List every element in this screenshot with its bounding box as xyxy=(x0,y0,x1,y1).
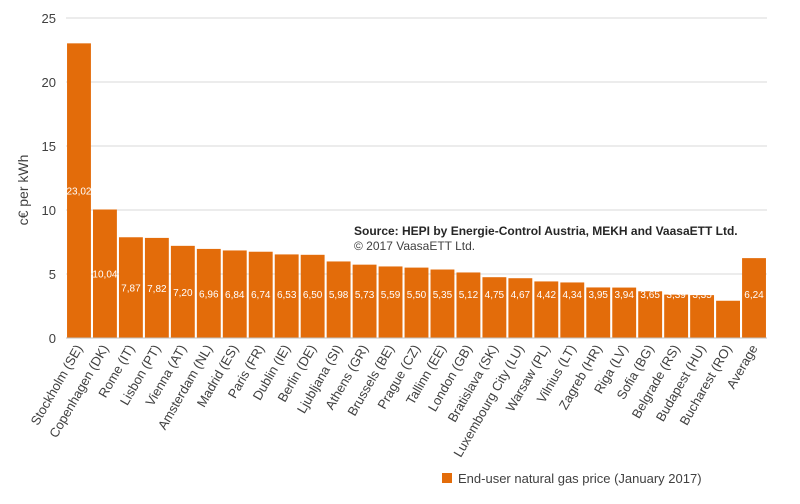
bar xyxy=(93,209,117,338)
bar xyxy=(612,287,637,338)
bar xyxy=(716,300,740,338)
bar-value-label: 5,98 xyxy=(329,290,349,301)
bar xyxy=(664,294,689,338)
bar xyxy=(378,266,403,338)
bar xyxy=(352,264,377,338)
bar xyxy=(482,277,507,338)
bar xyxy=(690,295,715,338)
bar-value-label: 4,34 xyxy=(563,290,583,301)
bar-value-label: 3,95 xyxy=(589,290,609,301)
copyright-annotation: © 2017 VaasaETT Ltd. xyxy=(354,239,475,253)
bar-value-label: 23,02 xyxy=(66,187,91,198)
bar xyxy=(560,282,585,338)
bar xyxy=(326,261,351,338)
bar xyxy=(638,291,663,338)
legend: End-user natural gas price (January 2017… xyxy=(442,471,702,486)
bar-value-label: 3,65 xyxy=(640,290,660,301)
bar-value-label: 3,39 xyxy=(666,290,686,301)
bar-value-labels: 23,02 10,04 7,87 7,82 7,20 6,96 6,84 6,74 6,53 6,… xyxy=(66,187,764,301)
bar-value-label: 5,59 xyxy=(381,290,401,301)
bar-value-label: 7,20 xyxy=(173,288,193,299)
bar-value-label: 7,82 xyxy=(147,284,167,295)
bar xyxy=(586,287,611,338)
bar xyxy=(67,43,91,339)
y-tick-label: 15 xyxy=(42,139,56,154)
bar-value-label: 5,12 xyxy=(459,290,479,301)
bar-value-label: 3,35 xyxy=(692,290,712,301)
y-tick-label: 20 xyxy=(42,75,56,90)
bar-value-label: 6,24 xyxy=(744,290,764,301)
bar-value-label: 4,42 xyxy=(537,290,557,301)
bar xyxy=(456,272,481,338)
bar-value-label: 6,53 xyxy=(277,290,297,301)
legend-swatch xyxy=(442,473,452,483)
bar xyxy=(144,237,169,338)
bar-value-label: 3,94 xyxy=(614,290,634,301)
source-annotation: Source: HEPI by Energie-Control Austria,… xyxy=(354,224,738,238)
bar-value-label: 5,50 xyxy=(407,290,427,301)
bar-value-label: 5,35 xyxy=(433,290,453,301)
bar xyxy=(170,245,195,338)
bar-value-label: 2,91 xyxy=(718,290,738,301)
x-axis-category-labels: Stockholm (SE)Copenhagen (DK)Rome (IT)Li… xyxy=(27,342,760,460)
bar xyxy=(274,254,299,338)
y-axis-label: c€ per kWh xyxy=(15,155,31,226)
bar xyxy=(430,269,455,338)
grid xyxy=(66,17,767,275)
bar xyxy=(508,278,533,338)
bar xyxy=(300,254,325,338)
y-tick-label: 5 xyxy=(49,267,56,282)
y-tick-label: 25 xyxy=(42,11,56,26)
bar-value-label: 10,04 xyxy=(92,270,117,281)
bar-value-label: 7,87 xyxy=(121,284,141,295)
bar-value-label: 6,96 xyxy=(199,289,219,300)
bar xyxy=(404,267,429,338)
y-axis-ticks: 0 5 10 15 20 25 xyxy=(42,11,56,346)
bar xyxy=(118,237,143,338)
bar-value-label: 6,74 xyxy=(251,290,271,301)
bar-value-label: 6,84 xyxy=(225,290,245,301)
bar xyxy=(742,258,766,338)
legend-label: End-user natural gas price (January 2017… xyxy=(458,471,702,486)
bar-value-label: 5,73 xyxy=(355,290,375,301)
y-tick-label: 0 xyxy=(49,331,56,346)
bar-value-label: 6,50 xyxy=(303,290,323,301)
bar xyxy=(534,281,559,338)
bars xyxy=(67,43,766,339)
bar xyxy=(196,248,221,338)
y-tick-label: 10 xyxy=(42,203,56,218)
bar-value-label: 4,67 xyxy=(511,290,531,301)
bar-value-label: 4,75 xyxy=(485,290,505,301)
bar xyxy=(248,251,273,338)
bar xyxy=(222,250,247,338)
